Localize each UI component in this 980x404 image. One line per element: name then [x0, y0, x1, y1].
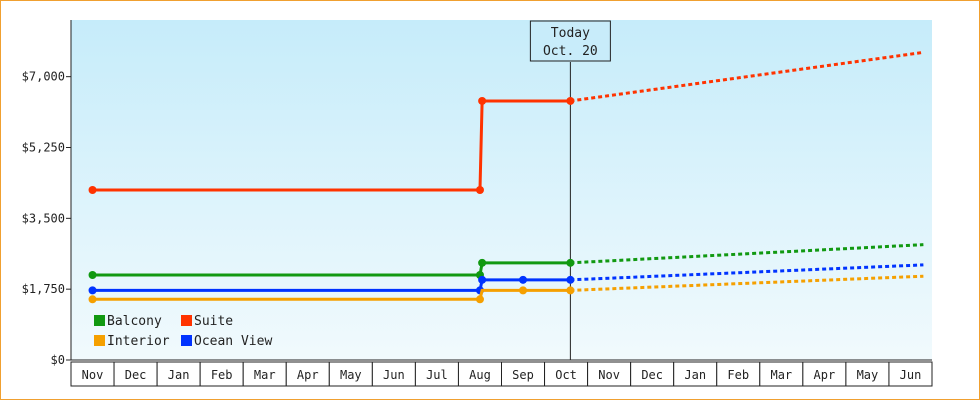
x-tick-label: Feb [211, 368, 233, 382]
x-tick-box [457, 361, 503, 387]
x-tick-box [328, 361, 373, 387]
legend-label-suite: Suite [194, 314, 233, 329]
x-tick-box [156, 361, 201, 387]
series-forecast-ocean-view [570, 263, 924, 282]
series-forecast-interior [570, 274, 924, 292]
y-tick-label: $7,000 [22, 70, 65, 84]
series-forecast-balcony [570, 243, 924, 265]
data-point-ocean-view [478, 275, 487, 284]
x-tick-label: Mar [254, 368, 276, 382]
today-label: Today [551, 26, 590, 41]
x-tick-label: Jul [426, 368, 448, 382]
x-tick-box [199, 361, 244, 387]
x-tick-label: Jun [900, 368, 922, 382]
x-tick-label: Aug [469, 368, 491, 382]
x-tick-box [501, 361, 546, 387]
x-tick-label: Dec [641, 368, 663, 382]
series-line-balcony [92, 261, 571, 277]
x-tick-box [802, 361, 847, 387]
legend-label-ocean-view: Ocean View [194, 334, 272, 349]
legend-label-interior: Interior [107, 334, 170, 349]
x-tick-label: Apr [814, 368, 836, 382]
x-tick-label: Feb [727, 368, 749, 382]
x-tick-label: Sep [512, 368, 534, 382]
data-point-interior [519, 286, 528, 295]
y-tick-label: $1,750 [22, 282, 65, 296]
x-tick-label: Oct [555, 368, 577, 382]
data-point-suite [88, 186, 97, 194]
x-tick-label: Jun [383, 368, 405, 382]
y-tick-label: $3,500 [22, 211, 65, 225]
data-point-ocean-view [566, 275, 575, 284]
x-tick-box [371, 361, 416, 387]
x-tick-label: Apr [297, 368, 319, 382]
data-point-interior [88, 295, 97, 304]
y-tick-label: $0 [51, 353, 65, 367]
data-point-suite [475, 186, 484, 194]
x-tick-label: Jan [684, 368, 706, 382]
data-point-suite [566, 96, 575, 105]
data-point-balcony [88, 271, 97, 279]
x-tick-box [845, 361, 890, 387]
x-tick-label: May [340, 368, 362, 382]
x-tick-box [242, 361, 287, 387]
legend-label-balcony: Balcony [107, 314, 162, 329]
x-tick-label: May [857, 368, 879, 382]
x-tick-box [630, 361, 675, 387]
legend-swatch-suite [181, 315, 192, 326]
x-tick-label: Mar [770, 368, 792, 382]
data-point-balcony [566, 258, 575, 267]
series-forecast-suite [570, 50, 924, 103]
x-tick-label: Nov [82, 368, 104, 382]
x-tick-box [414, 361, 459, 387]
x-tick-label: Nov [598, 368, 620, 382]
x-tick-box [285, 361, 330, 387]
x-tick-label: Jan [168, 368, 190, 382]
today-date: Oct. 20 [543, 44, 598, 59]
y-tick-label: $5,250 [22, 141, 65, 155]
data-point-interior [475, 295, 484, 304]
legend-swatch-ocean-view [181, 335, 192, 346]
x-tick-box [716, 361, 761, 387]
x-tick-box [888, 361, 933, 387]
today-callout [529, 20, 611, 62]
legend-swatch-interior [94, 335, 105, 346]
x-tick-box [113, 361, 158, 387]
legend-swatch-balcony [94, 315, 105, 326]
series-line-suite [92, 99, 571, 192]
x-tick-box [673, 361, 718, 387]
x-tick-label: Dec [125, 368, 147, 382]
data-point-balcony [478, 258, 487, 267]
data-point-suite [478, 96, 487, 105]
data-point-ocean-view [519, 275, 528, 284]
data-point-interior [566, 286, 575, 295]
data-point-ocean-view [88, 286, 97, 295]
x-tick-box [759, 361, 804, 387]
